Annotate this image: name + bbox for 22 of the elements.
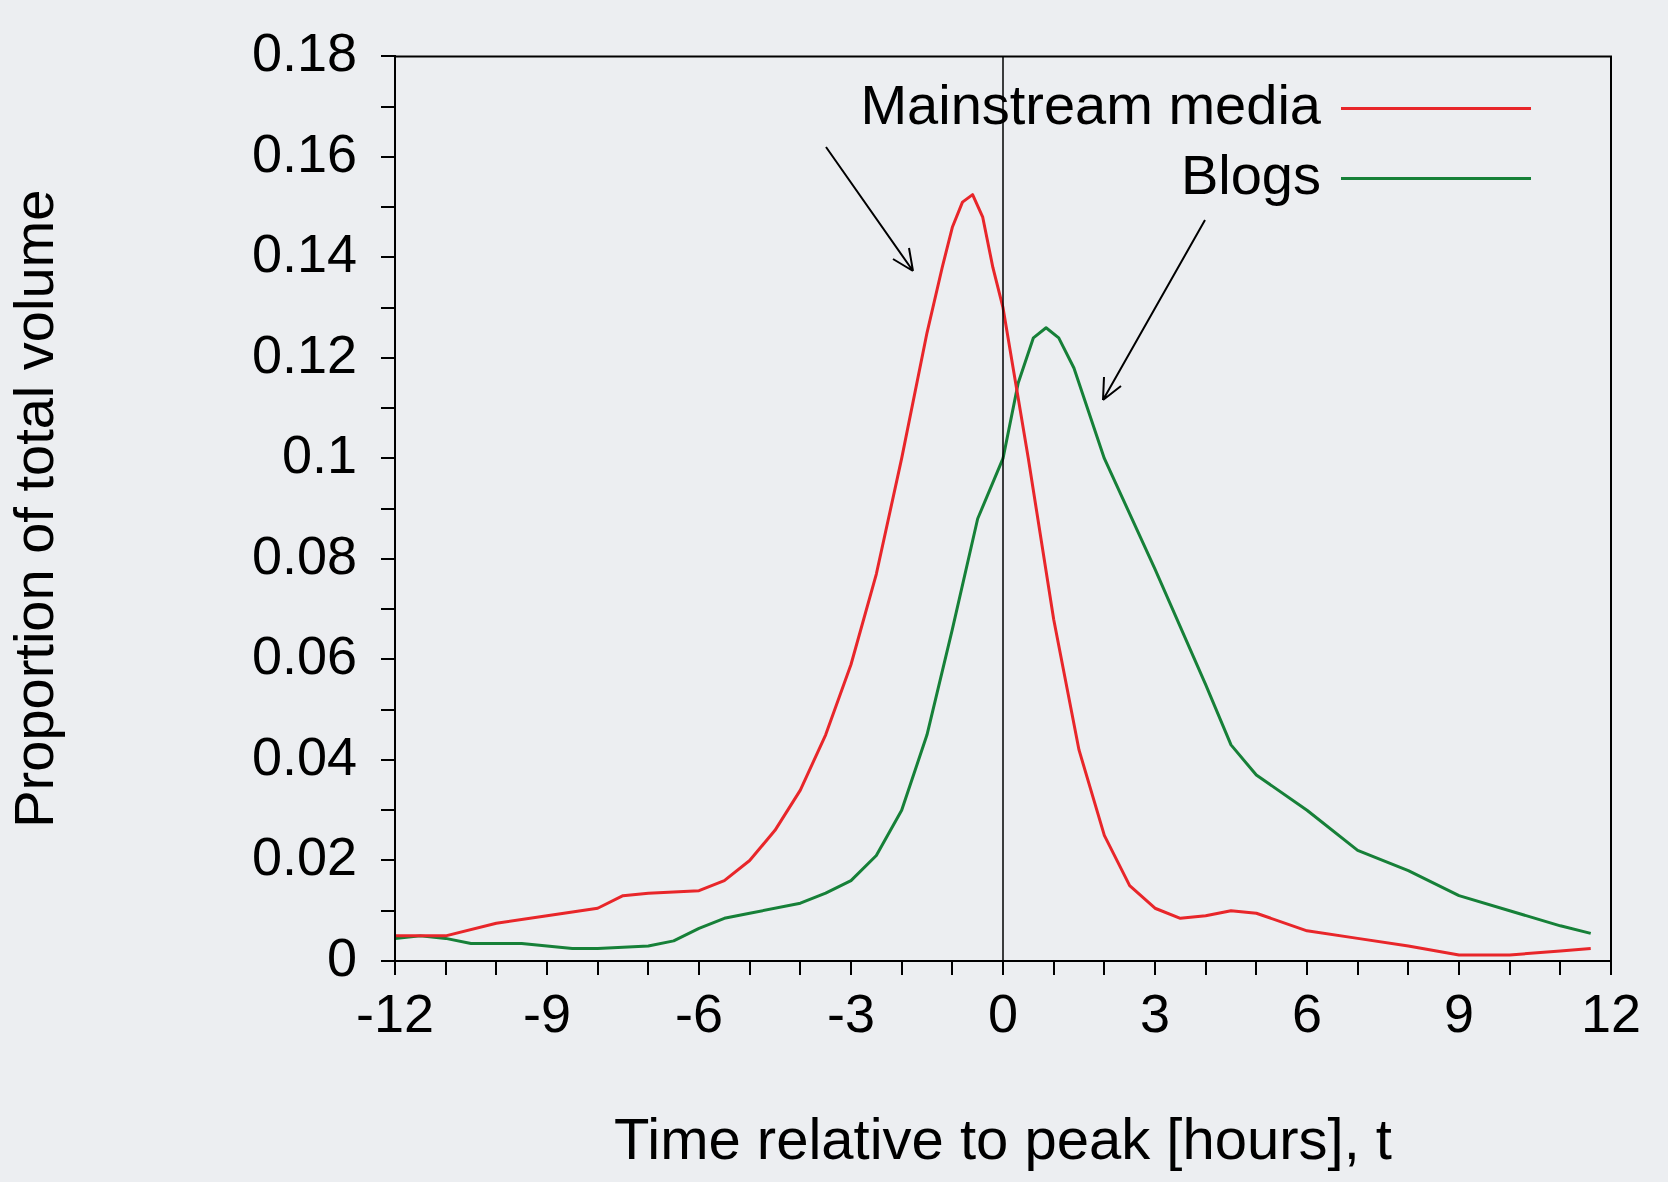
y-tick-label: 0.14 [251, 223, 357, 284]
legend-label: Blogs [1180, 142, 1321, 206]
x-tick-label: -12 [355, 983, 435, 1044]
x-tick-label: 9 [1443, 983, 1475, 1044]
y-tick-label: 0.02 [251, 826, 357, 887]
x-tick-label: 0 [987, 983, 1019, 1044]
x-tick-label: -6 [674, 983, 724, 1044]
y-axis-title: Proportion of total volume [2, 189, 66, 828]
y-tick-label: 0.12 [251, 323, 357, 384]
y-tick-label: 0.06 [251, 625, 357, 686]
x-axis-title: Time relative to peak [hours], t [614, 1106, 1392, 1172]
y-tick-label: 0.1 [281, 424, 357, 485]
x-tick-label: 12 [1580, 983, 1642, 1044]
y-tick-label: 0.18 [251, 22, 357, 83]
x-tick-label: -9 [522, 983, 572, 1044]
y-tick-label: 0.08 [251, 524, 357, 585]
y-tick-label: 0.04 [251, 725, 357, 786]
x-tick-label: 6 [1291, 983, 1323, 1044]
y-tick-label: 0.16 [251, 122, 357, 183]
x-tick-label: 3 [1139, 983, 1171, 1044]
x-tick-label: -3 [826, 983, 876, 1044]
y-tick-label: 0 [326, 926, 357, 987]
